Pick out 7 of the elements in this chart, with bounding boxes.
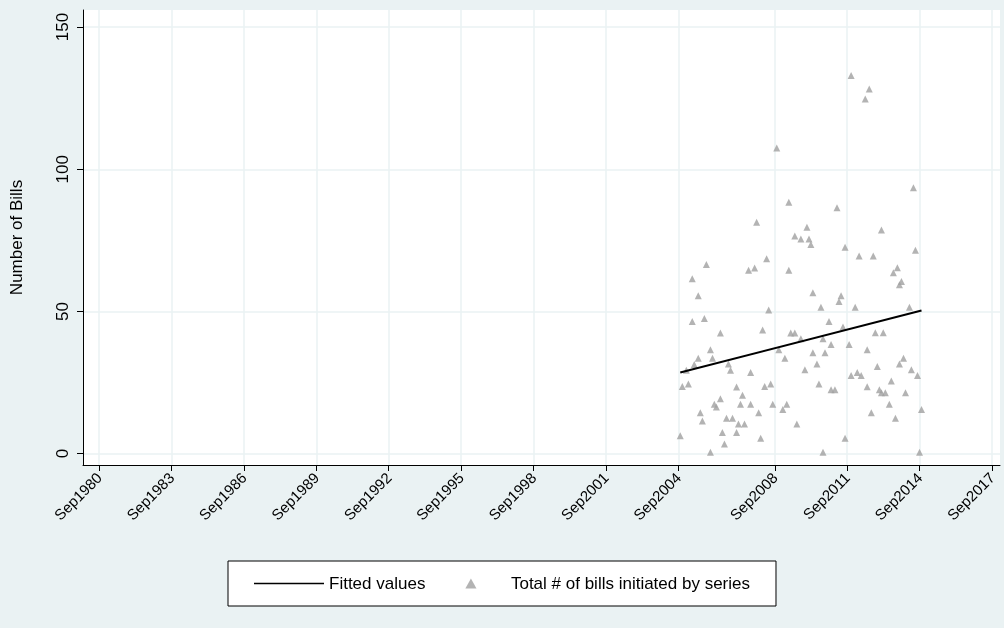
legend-label: Total # of bills initiated by series [510, 574, 750, 593]
y-tick-label: 150 [53, 12, 72, 42]
y-tick-label: 100 [53, 155, 72, 184]
y-tick-label: 0 [53, 448, 72, 459]
y-tick-label: 50 [53, 301, 72, 321]
y-axis-title: Number of Bills [7, 179, 26, 296]
legend-label: Fitted values [329, 574, 426, 593]
